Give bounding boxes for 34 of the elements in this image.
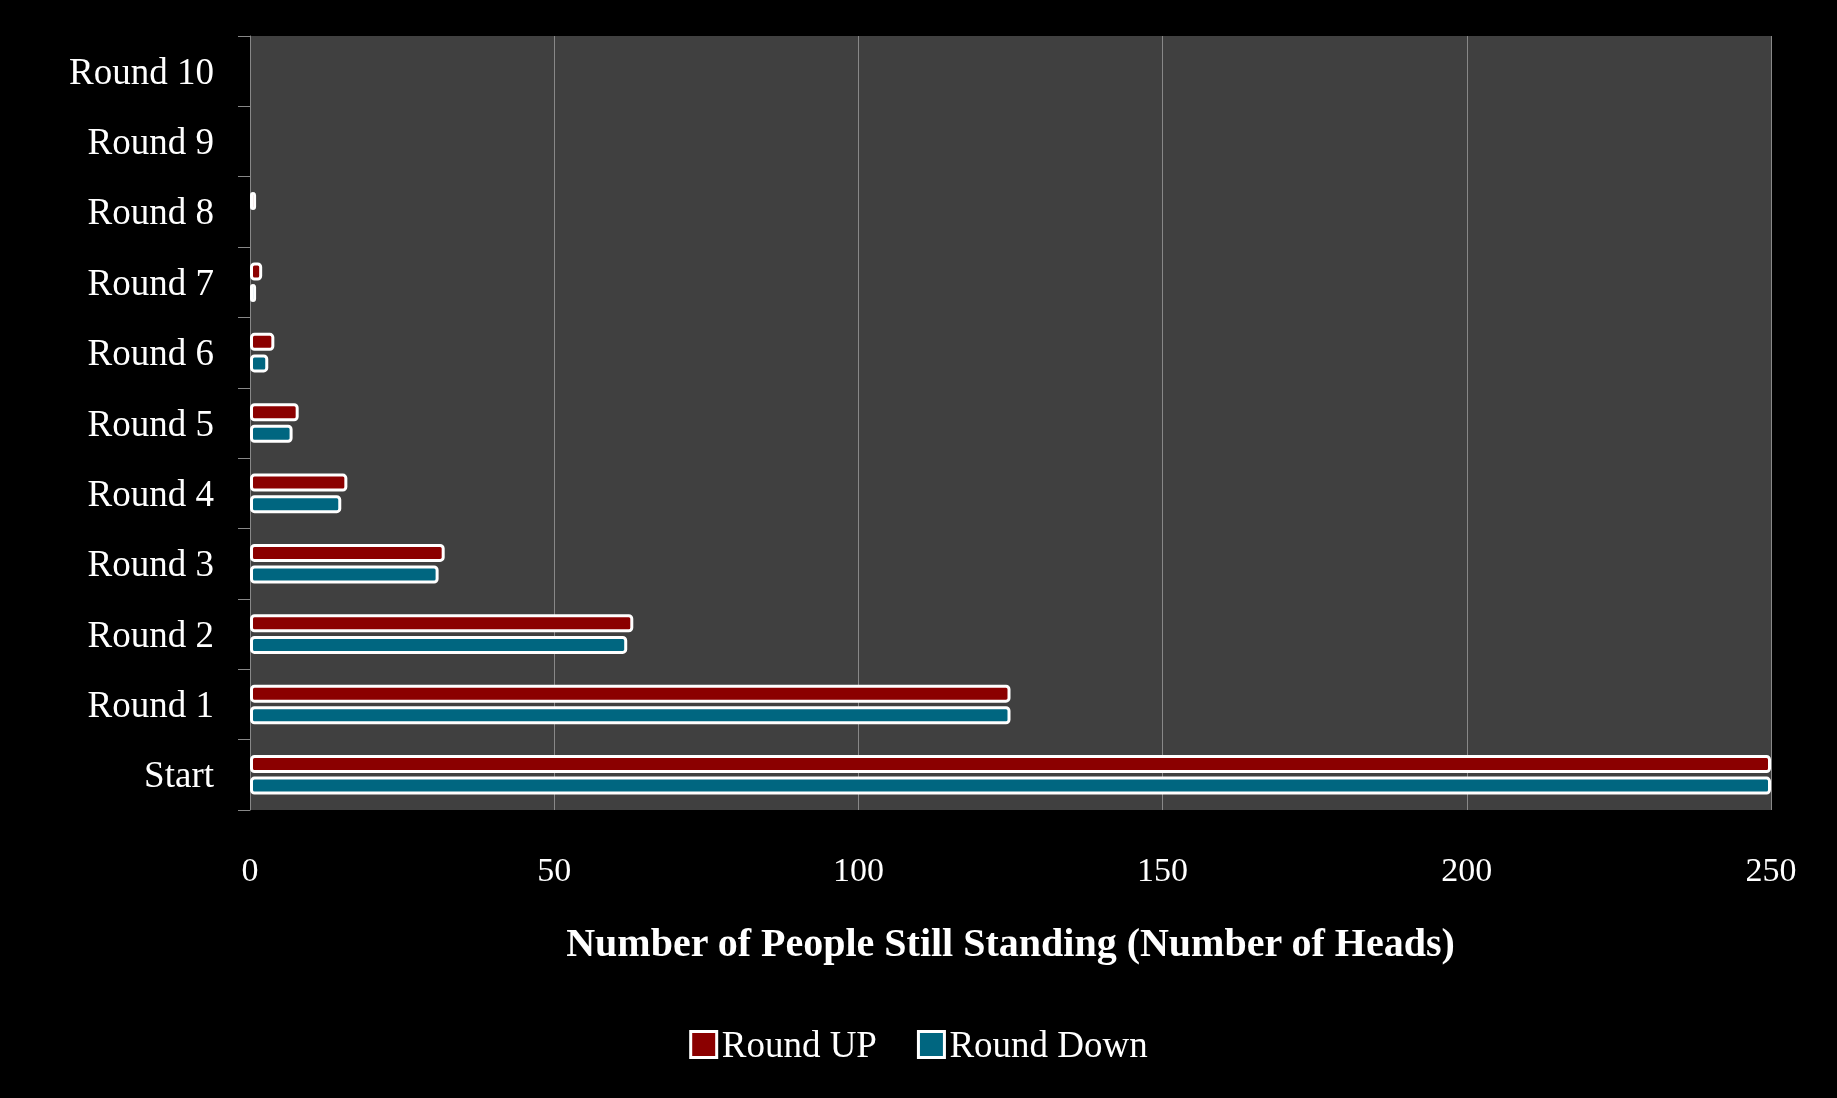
y-tick-label: Round 8 — [87, 191, 214, 233]
x-tick-label: 100 — [832, 850, 884, 888]
bar — [250, 354, 269, 373]
x-tick-label: 150 — [1137, 850, 1189, 888]
bar — [250, 706, 1011, 725]
bar — [250, 565, 439, 584]
y-tick-label: Round 1 — [87, 683, 214, 725]
x-axis-title: Number of People Still Standing (Number of Heads) — [566, 919, 1455, 965]
y-tick-label: Round 10 — [69, 50, 214, 92]
bar — [250, 755, 1771, 774]
bar — [250, 543, 445, 562]
y-tick-label: Start — [144, 754, 215, 796]
bar — [250, 635, 628, 654]
y-tick-label: Round 2 — [87, 613, 214, 655]
bar — [250, 495, 342, 514]
legend-label: Round Down — [949, 1024, 1148, 1065]
y-tick-label: Round 5 — [87, 402, 214, 444]
x-tick-label: 0 — [241, 850, 259, 888]
y-tick-label: Round 3 — [87, 543, 214, 585]
legend-label: Round UP — [721, 1024, 877, 1065]
x-tick-label: 50 — [537, 850, 572, 888]
y-tick-label: Round 7 — [87, 261, 214, 303]
y-tick-label: Round 9 — [87, 121, 214, 163]
bar — [250, 776, 1771, 795]
bar — [250, 332, 275, 351]
bar — [250, 473, 348, 492]
bar — [250, 684, 1011, 703]
bar — [250, 424, 293, 443]
bar — [250, 614, 634, 633]
x-tick-label: 250 — [1745, 850, 1797, 888]
x-tick-label: 200 — [1441, 850, 1493, 888]
y-tick-label: Round 4 — [87, 472, 214, 514]
y-tick-label: Round 6 — [87, 332, 214, 374]
bar — [250, 403, 299, 422]
